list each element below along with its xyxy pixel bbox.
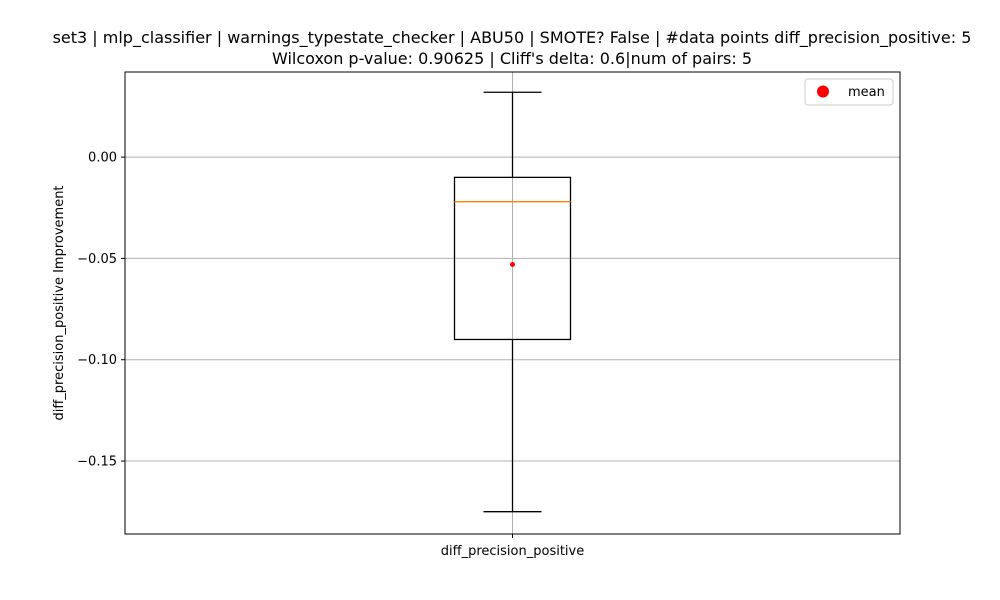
legend-mean-marker [817,85,829,98]
chart-title-line-2: Wilcoxon p-value: 0.90625 | Cliff's delt… [272,49,752,68]
y-axis-ticks: 0.00 −0.05 −0.10 −0.15 [77,151,125,470]
legend-frame [804,78,894,106]
mean-marker [510,262,515,267]
y-tick-label: −0.05 [77,252,117,267]
y-tick-label: 0.00 [88,151,117,166]
interquartile-box [453,176,572,341]
x-axis-ticks: diff_precision_positive [441,534,584,559]
plot-area-frame [124,71,901,535]
y-axis-label: diff_precision_positive Improvement [52,185,67,420]
chart-title-line-1: set3 | mlp_classifier | warnings_typesta… [53,28,972,48]
legend-mean-label: mean [848,85,885,100]
legend: mean [804,78,894,106]
x-tick-label: diff_precision_positive [441,544,584,559]
y-tick-label: −0.10 [77,353,117,368]
box-series [453,91,572,513]
y-tick-label: −0.15 [77,455,117,470]
